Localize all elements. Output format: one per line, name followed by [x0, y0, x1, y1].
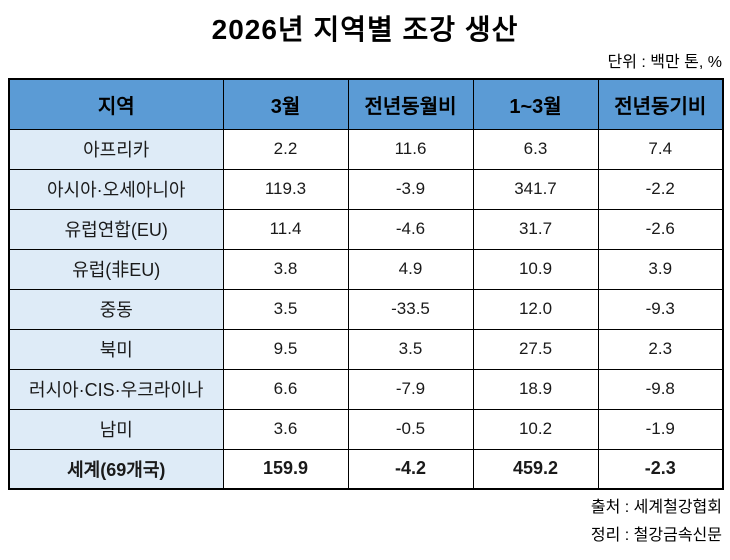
value-cell: 31.7 — [472, 208, 599, 250]
region-cell: 유럽연합(EU) — [8, 208, 224, 250]
value-cell: 10.2 — [472, 408, 599, 450]
table-row: 중동 3.5 -33.5 12.0 -9.3 — [8, 288, 724, 330]
table-row: 아프리카 2.2 11.6 6.3 7.4 — [8, 128, 724, 170]
value-cell: 119.3 — [222, 168, 349, 210]
region-cell: 러시아·CIS·우크라이나 — [8, 368, 224, 410]
value-cell: 4.9 — [347, 248, 474, 290]
table-row: 유럽(非EU) 3.8 4.9 10.9 3.9 — [8, 248, 724, 290]
column-header: 1~3월 — [472, 78, 599, 130]
value-cell: 341.7 — [472, 168, 599, 210]
table-header-row: 지역 3월 전년동월비 1~3월 전년동기비 — [8, 78, 724, 130]
value-cell: 12.0 — [472, 288, 599, 330]
column-header: 전년동기비 — [597, 78, 724, 130]
table-row: 아시아·오세아니아 119.3 -3.9 341.7 -2.2 — [8, 168, 724, 210]
table-row: 북미 9.5 3.5 27.5 2.3 — [8, 328, 724, 370]
value-cell: 3.9 — [597, 248, 724, 290]
value-cell: -2.3 — [597, 448, 724, 490]
table-total-row: 세계(69개국) 159.9 -4.2 459.2 -2.3 — [8, 448, 724, 490]
value-cell: 11.4 — [222, 208, 349, 250]
unit-note: 단위 : 백만 톤, % — [607, 54, 723, 71]
source-note: 출처 : 세계철강협회 — [590, 499, 722, 516]
region-cell: 남미 — [8, 408, 224, 450]
value-cell: -33.5 — [347, 288, 474, 330]
value-cell: 10.9 — [472, 248, 599, 290]
region-cell: 세계(69개국) — [8, 448, 224, 490]
table-body: 아프리카 2.2 11.6 6.3 7.4 아시아·오세아니아 119.3 -3.9 341.7… — [8, 128, 724, 490]
value-cell: 11.6 — [347, 128, 474, 170]
column-header: 3월 — [222, 78, 349, 130]
value-cell: 3.5 — [347, 328, 474, 370]
value-cell: -9.3 — [597, 288, 724, 330]
value-cell: -3.9 — [347, 168, 474, 210]
value-cell: -2.6 — [597, 208, 724, 250]
editor-note: 정리 : 철강금속신문 — [590, 527, 722, 544]
value-cell: 18.9 — [472, 368, 599, 410]
region-cell: 중동 — [8, 288, 224, 330]
region-cell: 아프리카 — [8, 128, 224, 170]
value-cell: -2.2 — [597, 168, 724, 210]
value-cell: -1.9 — [597, 408, 724, 450]
page-title: 2026년 지역별 조강 생산 — [211, 14, 519, 45]
value-cell: -4.6 — [347, 208, 474, 250]
value-cell: 159.9 — [222, 448, 349, 490]
value-cell: -7.9 — [347, 368, 474, 410]
value-cell: 459.2 — [472, 448, 599, 490]
value-cell: 2.2 — [222, 128, 349, 170]
table-row: 유럽연합(EU) 11.4 -4.6 31.7 -2.6 — [8, 208, 724, 250]
production-table: 지역 3월 전년동월비 1~3월 전년동기비 아프리카 2.2 11.6 6.3 7.4 아시아·… — [8, 78, 724, 490]
table-row: 러시아·CIS·우크라이나 6.6 -7.9 18.9 -9.8 — [8, 368, 724, 410]
value-cell: 6.6 — [222, 368, 349, 410]
value-cell: 6.3 — [472, 128, 599, 170]
value-cell: 3.6 — [222, 408, 349, 450]
region-cell: 유럽(非EU) — [8, 248, 224, 290]
column-header: 전년동월비 — [347, 78, 474, 130]
value-cell: 2.3 — [597, 328, 724, 370]
value-cell: -4.2 — [347, 448, 474, 490]
region-cell: 북미 — [8, 328, 224, 370]
value-cell: 3.5 — [222, 288, 349, 330]
footer-notes: 출처 : 세계철강협회 정리 : 철강금속신문 — [591, 494, 722, 550]
value-cell: 27.5 — [472, 328, 599, 370]
value-cell: -0.5 — [347, 408, 474, 450]
table-row: 남미 3.6 -0.5 10.2 -1.9 — [8, 408, 724, 450]
region-cell: 아시아·오세아니아 — [8, 168, 224, 210]
value-cell: 9.5 — [222, 328, 349, 370]
value-cell: 3.8 — [222, 248, 349, 290]
value-cell: -9.8 — [597, 368, 724, 410]
value-cell: 7.4 — [597, 128, 724, 170]
column-header: 지역 — [8, 78, 224, 130]
